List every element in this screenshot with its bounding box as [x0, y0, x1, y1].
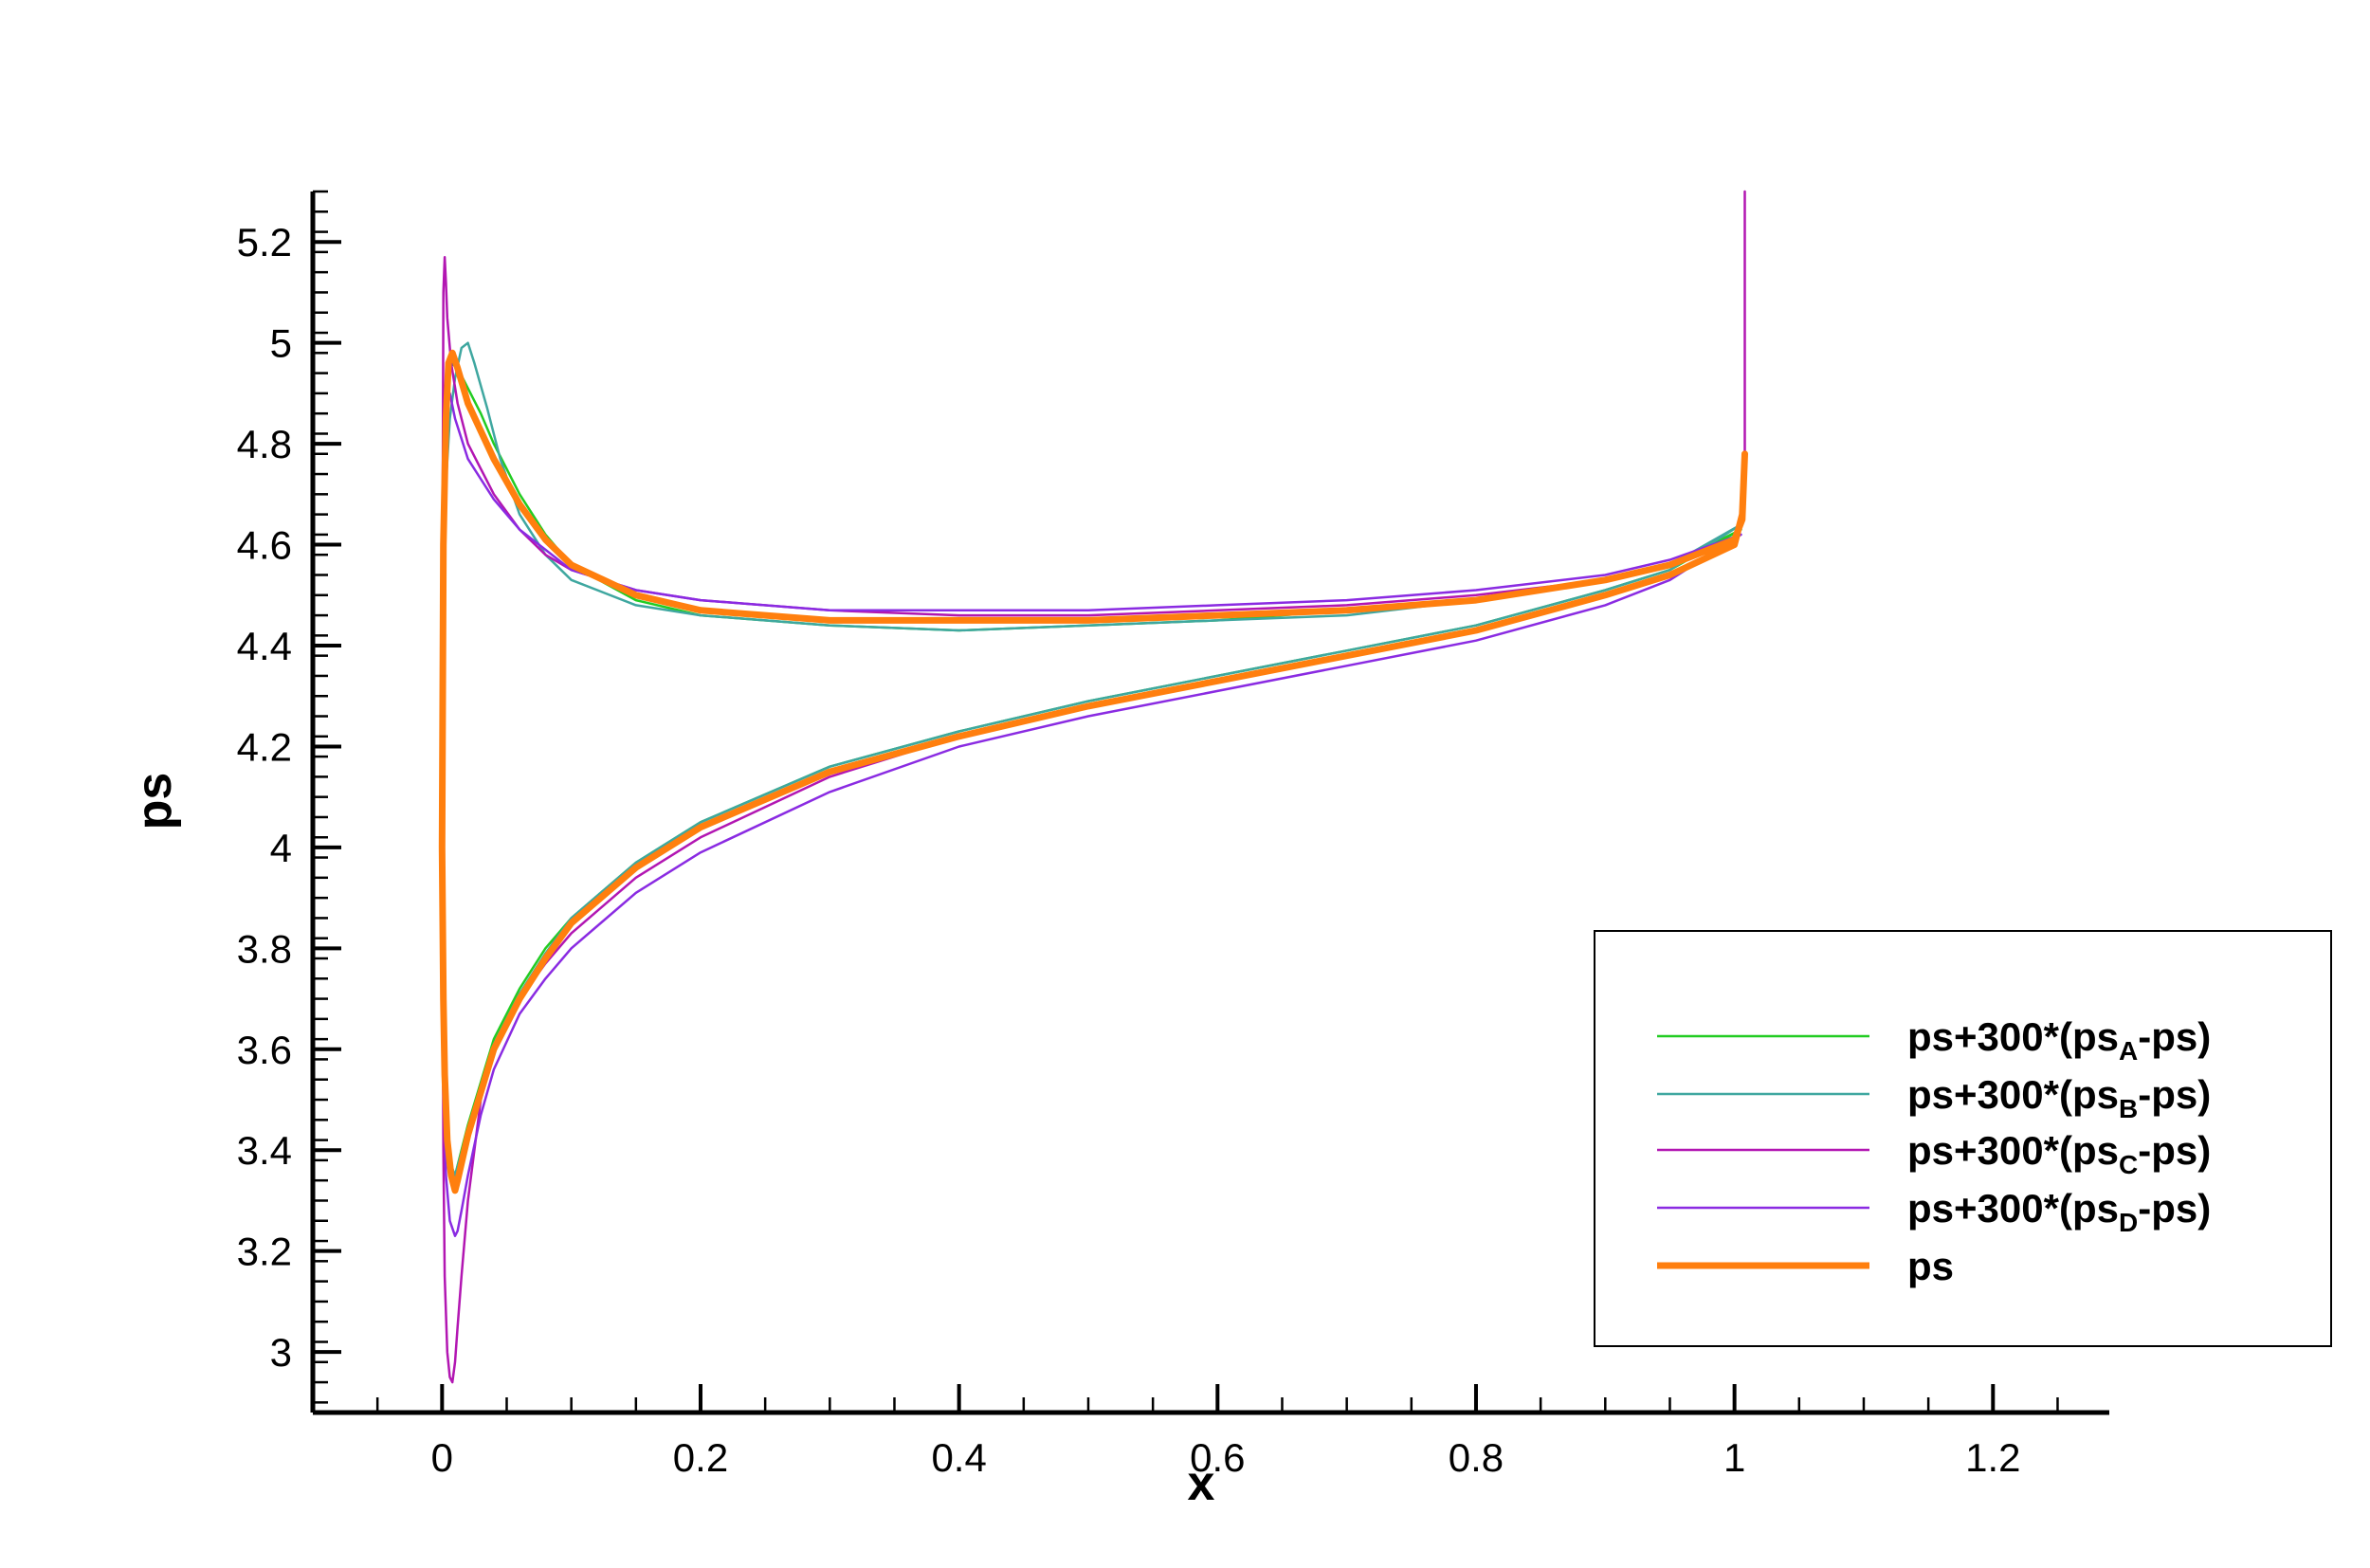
y-tick-label: 4.6	[237, 523, 292, 568]
x-tick-label: 0.2	[673, 1435, 728, 1480]
legend: ps+300*(psA-ps)ps+300*(psB-ps)ps+300*(ps…	[1594, 930, 2332, 1347]
y-tick-label: 4.4	[237, 624, 292, 668]
y-axis-title: ps	[127, 773, 182, 830]
y-tick-label: 3.4	[237, 1128, 292, 1173]
y-tick-label: 3.2	[237, 1230, 292, 1274]
x-tick-label: 1.2	[1965, 1435, 2020, 1480]
legend-label-2: ps+300*(psC-ps)	[1907, 1128, 2211, 1179]
y-tick-label: 4.2	[237, 724, 292, 769]
y-tick-label: 4	[270, 826, 292, 870]
legend-label-1: ps+300*(psB-ps)	[1907, 1072, 2211, 1123]
series-line-3	[441, 392, 1742, 1237]
x-axis-title: x	[1188, 1456, 1215, 1511]
plot-area	[438, 190, 1748, 1384]
x-tick-label: 0	[431, 1435, 453, 1480]
y-tick-label: 3.8	[237, 926, 292, 971]
y-tick-label: 4.8	[237, 422, 292, 466]
axes: 0 0.2 0.4 0.6 0.8 1 1.2 3 3.2 3.4 3.6 3.8 4 4.2 4.4 4.6…	[237, 190, 2109, 1480]
legend-label-4: ps	[1907, 1244, 1954, 1288]
series-line-0	[441, 361, 1742, 1177]
x-tick-label: 0.6	[1190, 1435, 1245, 1480]
x-tick-label: 0.8	[1449, 1435, 1504, 1480]
y-tick-label: 5	[270, 321, 292, 366]
legend-label-0: ps+300*(psA-ps)	[1907, 1014, 2211, 1066]
legend-box	[1594, 930, 2332, 1347]
x-tick-label: 0.4	[931, 1435, 986, 1480]
y-tick-label: 5.2	[237, 220, 292, 264]
series-line-1	[441, 341, 1742, 1177]
series-line-2	[441, 190, 1746, 1384]
x-tick-label: 1	[1723, 1435, 1745, 1480]
legend-label-3: ps+300*(psD-ps)	[1907, 1186, 2211, 1237]
y-tick-label: 3	[270, 1330, 292, 1375]
y-tick-label: 3.6	[237, 1028, 292, 1072]
series-line-4	[438, 349, 1748, 1194]
